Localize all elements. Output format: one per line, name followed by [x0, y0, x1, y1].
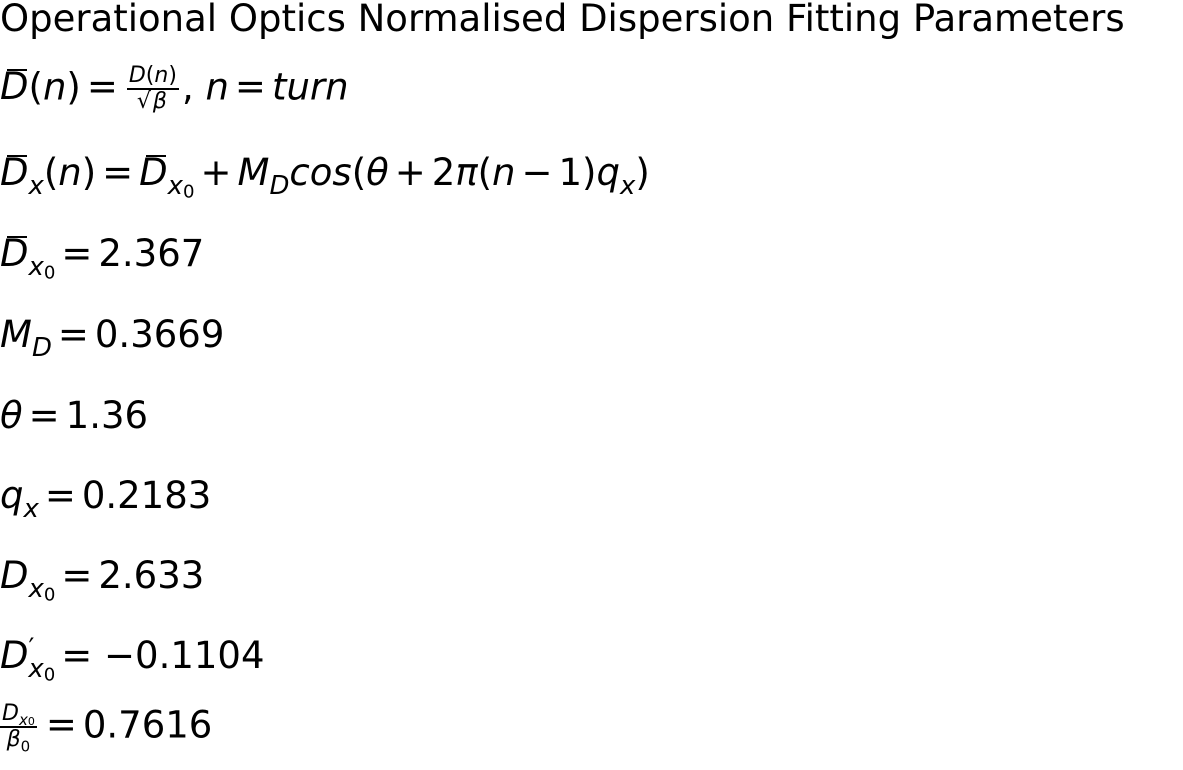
value-dbar-x0: 2.367: [98, 232, 205, 275]
parameter-d-x0-over-beta0: Dx0 β0 = 0.7616: [0, 701, 213, 755]
equation-dispersion-fit-model: Dx(n) = Dx0 + MDcos(θ +2π(n −1)qx): [0, 151, 650, 203]
parameter-q-x: qx = 0.2183: [0, 474, 212, 525]
turn-label: turn: [271, 65, 349, 109]
value-d-x0: 2.633: [98, 554, 205, 597]
value-q-x: 0.2183: [81, 474, 212, 517]
parameter-theta: θ = 1.36: [0, 394, 149, 437]
parameter-m-d: MD = 0.3669: [0, 313, 225, 364]
value-dprime-x0: −0.1104: [104, 634, 265, 677]
fraction-dn-over-sqrt-beta: D(n) √β: [126, 63, 179, 114]
parameter-d-x0: Dx0 = 2.633: [0, 554, 205, 606]
parameter-dbar-x0: Dx0 = 2.367: [0, 232, 205, 284]
value-theta: 1.36: [65, 394, 149, 437]
parameter-dprime-x0: D′x0 = −0.1104: [0, 633, 265, 686]
equation-normalised-dispersion-definition: D(n) = D(n) √β, n = turn: [0, 63, 349, 114]
value-d-x0-over-beta0: 0.7616: [82, 703, 213, 747]
page-title: Operational Optics Normalised Dispersion…: [0, 0, 1125, 40]
value-m-d: 0.3669: [94, 313, 225, 356]
fraction-dx0-over-beta0: Dx0 β0: [0, 701, 37, 755]
symbol-dbar: D: [0, 65, 29, 109]
